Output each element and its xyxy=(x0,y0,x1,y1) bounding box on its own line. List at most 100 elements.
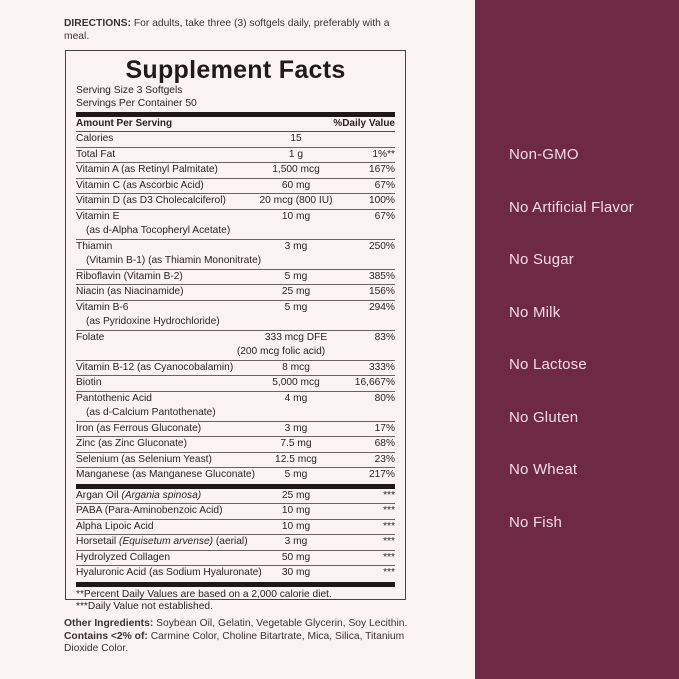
amount-text: 4 mg xyxy=(284,392,308,404)
nutrient-name-text: Selenium (as Selenium Yeast) xyxy=(76,453,212,465)
ingredient-name-text: Hydrolyzed Collagen xyxy=(76,551,171,563)
ingredient-name: Horsetail (Equisetum arvense) (aerial) xyxy=(76,535,256,550)
divider xyxy=(76,483,395,489)
amount-text: 25 mg xyxy=(281,286,311,297)
nutrient-name: Folate xyxy=(76,331,256,360)
nutrient-name-text: Niacin (as Niacinamide) xyxy=(76,286,184,297)
amount-text: 60 mg xyxy=(281,179,311,191)
nutrient-name: Manganese (as Manganese Gluconate) xyxy=(76,468,256,484)
other-ingredients: Other Ingredients: Soybean Oil, Gelatin,… xyxy=(64,618,409,656)
footnotes: **Percent Daily Values are based on a 2,… xyxy=(76,589,395,614)
nutrient-name-text: Pantothenic Acid xyxy=(76,392,152,404)
ingredient-dv: *** xyxy=(383,551,395,563)
ingredient-name-text: Alpha Lipoic Acid xyxy=(76,520,154,532)
latin-name: (Equisetum arvense) xyxy=(119,536,214,547)
directions: DIRECTIONS: For adults, take three (3) s… xyxy=(64,18,409,43)
nutrient-name-text: Folate xyxy=(76,331,105,343)
contains-text: Carmine Color, Choline Bitartrate, Mica,… xyxy=(64,630,405,655)
ingredient-name: PABA (Para-Aminobenzoic Acid) xyxy=(76,504,256,519)
other-ingredients-label: Other Ingredients: xyxy=(64,618,154,629)
ingredient-amount: 25 mg xyxy=(281,489,311,501)
claim-item: No Fish xyxy=(509,513,563,531)
nutrient-row: Niacin (as Niacinamide) 25 mg 156% xyxy=(76,285,395,301)
ingredient-dv: *** xyxy=(383,536,395,547)
amount-text: 5 mg xyxy=(284,469,308,480)
claim-item: No Sugar xyxy=(509,251,574,268)
nutrient-dv: 67% xyxy=(374,179,395,191)
nutrient-name: Vitamin D (as D3 Cholecalciferol) xyxy=(76,194,256,209)
ingredient-name: Argan Oil (Argania spinosa) xyxy=(76,489,256,504)
ingredient-name-text: Hyaluronic Acid (as Sodium Hyaluronate) xyxy=(76,567,262,578)
nutrient-name-text: Biotin xyxy=(76,377,102,388)
ingredient-dv: *** xyxy=(383,520,395,532)
nutrient-name: Zinc (as Zinc Gluconate) xyxy=(76,437,256,452)
nutrient-source: (as d-Alpha Tocopheryl Acetate) xyxy=(86,225,231,236)
supplement-facts-table: Supplement Facts Serving Size 3 Softgels… xyxy=(65,50,406,612)
nutrient-amount: 4 mg xyxy=(256,392,336,421)
ingredient-dv: *** xyxy=(383,567,395,578)
divider xyxy=(76,581,395,587)
ingredient-name-text: PABA (Para-Aminobenzoic Acid) xyxy=(76,505,223,516)
nutrient-row: Biotin 5,000 mcg 16,667% xyxy=(76,376,395,392)
ingredient-dv: *** xyxy=(383,505,395,516)
nutrient-name: Pantothenic Acid (as d-Calcium Pantothena… xyxy=(76,392,256,421)
other-ingredient-row: Horsetail (Equisetum arvense) (aerial) 3 … xyxy=(76,535,395,551)
nutrient-name: Iron (as Ferrous Gluconate) xyxy=(76,422,256,437)
nutrient-name-text: Zinc (as Zinc Gluconate) xyxy=(76,438,187,449)
footnote-not-established: ***Daily Value not established. xyxy=(76,601,213,612)
amount-text: 1 g xyxy=(288,148,304,160)
other-ingredients-text: Soybean Oil, Gelatin, Vegetable Glycerin… xyxy=(156,618,408,629)
nutrient-list: Calories 15 Total Fat 1 g 1%** Vitamin A (as … xyxy=(76,132,395,484)
amount-text: 8 mcg xyxy=(282,361,310,373)
ingredient-amount: 10 mg xyxy=(281,520,311,532)
contains-label: Contains <2% of: xyxy=(64,630,148,642)
nutrient-name: Vitamin E (as d-Alpha Tocopheryl Acetate) xyxy=(76,210,256,239)
claim-item: No Milk xyxy=(509,303,561,321)
nutrient-amount: 3 mg xyxy=(256,422,336,437)
other-ingredient-row: PABA (Para-Aminobenzoic Acid) 10 mg *** xyxy=(76,504,395,520)
amount-text: 333 mcg DFE xyxy=(264,331,328,343)
other-ingredient-row: Argan Oil (Argania spinosa) 25 mg *** xyxy=(76,489,395,504)
directions-text: For adults, take three (3) softgels dail… xyxy=(64,18,390,42)
nutrient-amount: 1 g xyxy=(256,148,336,163)
divider xyxy=(76,112,395,117)
ingredient-amount: 30 mg xyxy=(281,567,311,578)
servings-per-container: Servings Per Container 50 xyxy=(76,97,197,109)
amount-text: 5 mg xyxy=(284,301,308,313)
nutrient-row: Total Fat 1 g 1%** xyxy=(76,148,395,163)
nutrient-row: Calories 15 xyxy=(76,132,395,148)
nutrient-name-text: Thiamin xyxy=(76,240,113,252)
nutrient-amount: 20 mcg (800 IU) xyxy=(256,194,336,209)
serving-size: Serving Size 3 Softgels xyxy=(76,85,183,96)
nutrient-amount: 60 mg xyxy=(256,179,336,194)
nutrient-name: Niacin (as Niacinamide) xyxy=(76,285,256,300)
ingredient-amount: 50 mg xyxy=(281,551,311,563)
nutrient-dv: 250% xyxy=(368,240,395,252)
supplement-label-panel: DIRECTIONS: For adults, take three (3) s… xyxy=(64,18,409,656)
nutrient-name: Selenium (as Selenium Yeast) xyxy=(76,453,256,468)
nutrient-dv: 17% xyxy=(374,422,395,434)
amount-text: 5 mg xyxy=(284,270,308,282)
nutrient-name-text: Vitamin A (as Retinyl Palmitate) xyxy=(76,164,218,175)
nutrient-name-text: Vitamin B-12 (as Cyanocobalamin) xyxy=(76,361,234,373)
nutrient-amount: 25 mg xyxy=(256,285,336,300)
amount-note: (200 mcg folic acid) xyxy=(236,346,326,357)
ingredient-dv: *** xyxy=(383,489,395,501)
nutrient-row: Folate 333 mcg DFE (200 mcg folic acid) 83% xyxy=(76,331,395,361)
nutrient-name: Total Fat xyxy=(76,148,256,163)
nutrient-source: (Vitamin B-1) (as Thiamin Mononitrate) xyxy=(86,255,262,266)
nutrient-amount: 5 mg xyxy=(256,301,336,330)
ingredient-name: Hyaluronic Acid (as Sodium Hyaluronate) xyxy=(76,566,262,582)
claims-panel: Non-GMO No Artificial Flavor No Sugar No Mi… xyxy=(475,0,679,679)
nutrient-name-text: Total Fat xyxy=(76,148,116,160)
nutrient-dv: 385% xyxy=(368,270,395,282)
nutrient-name: Thiamin (Vitamin B-1) (as Thiamin Mononit… xyxy=(76,240,262,269)
nutrient-dv: 167% xyxy=(368,164,395,175)
amount-text: 1,500 mcg xyxy=(272,164,320,175)
nutrient-dv: 80% xyxy=(374,392,395,404)
nutrient-dv: 16,667% xyxy=(354,377,395,388)
nutrient-name-text: Vitamin C (as Ascorbic Acid) xyxy=(76,179,204,191)
nutrient-name-text: Riboflavin (Vitamin B-2) xyxy=(76,270,183,282)
other-ingredient-list: Argan Oil (Argania spinosa) 25 mg *** PABA… xyxy=(76,489,395,582)
nutrient-amount: 333 mcg DFE (200 mcg folic acid) xyxy=(237,331,336,360)
